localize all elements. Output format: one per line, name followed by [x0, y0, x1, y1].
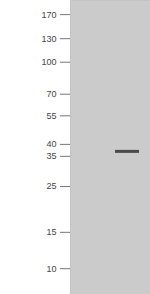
svg-text:25: 25: [46, 181, 56, 191]
svg-text:15: 15: [46, 227, 56, 237]
svg-text:55: 55: [46, 111, 56, 121]
svg-text:100: 100: [41, 57, 56, 67]
svg-text:130: 130: [41, 34, 56, 44]
svg-text:40: 40: [46, 139, 56, 149]
svg-text:70: 70: [46, 89, 56, 99]
svg-text:170: 170: [41, 10, 56, 20]
svg-text:10: 10: [46, 264, 56, 274]
svg-text:35: 35: [46, 151, 56, 161]
